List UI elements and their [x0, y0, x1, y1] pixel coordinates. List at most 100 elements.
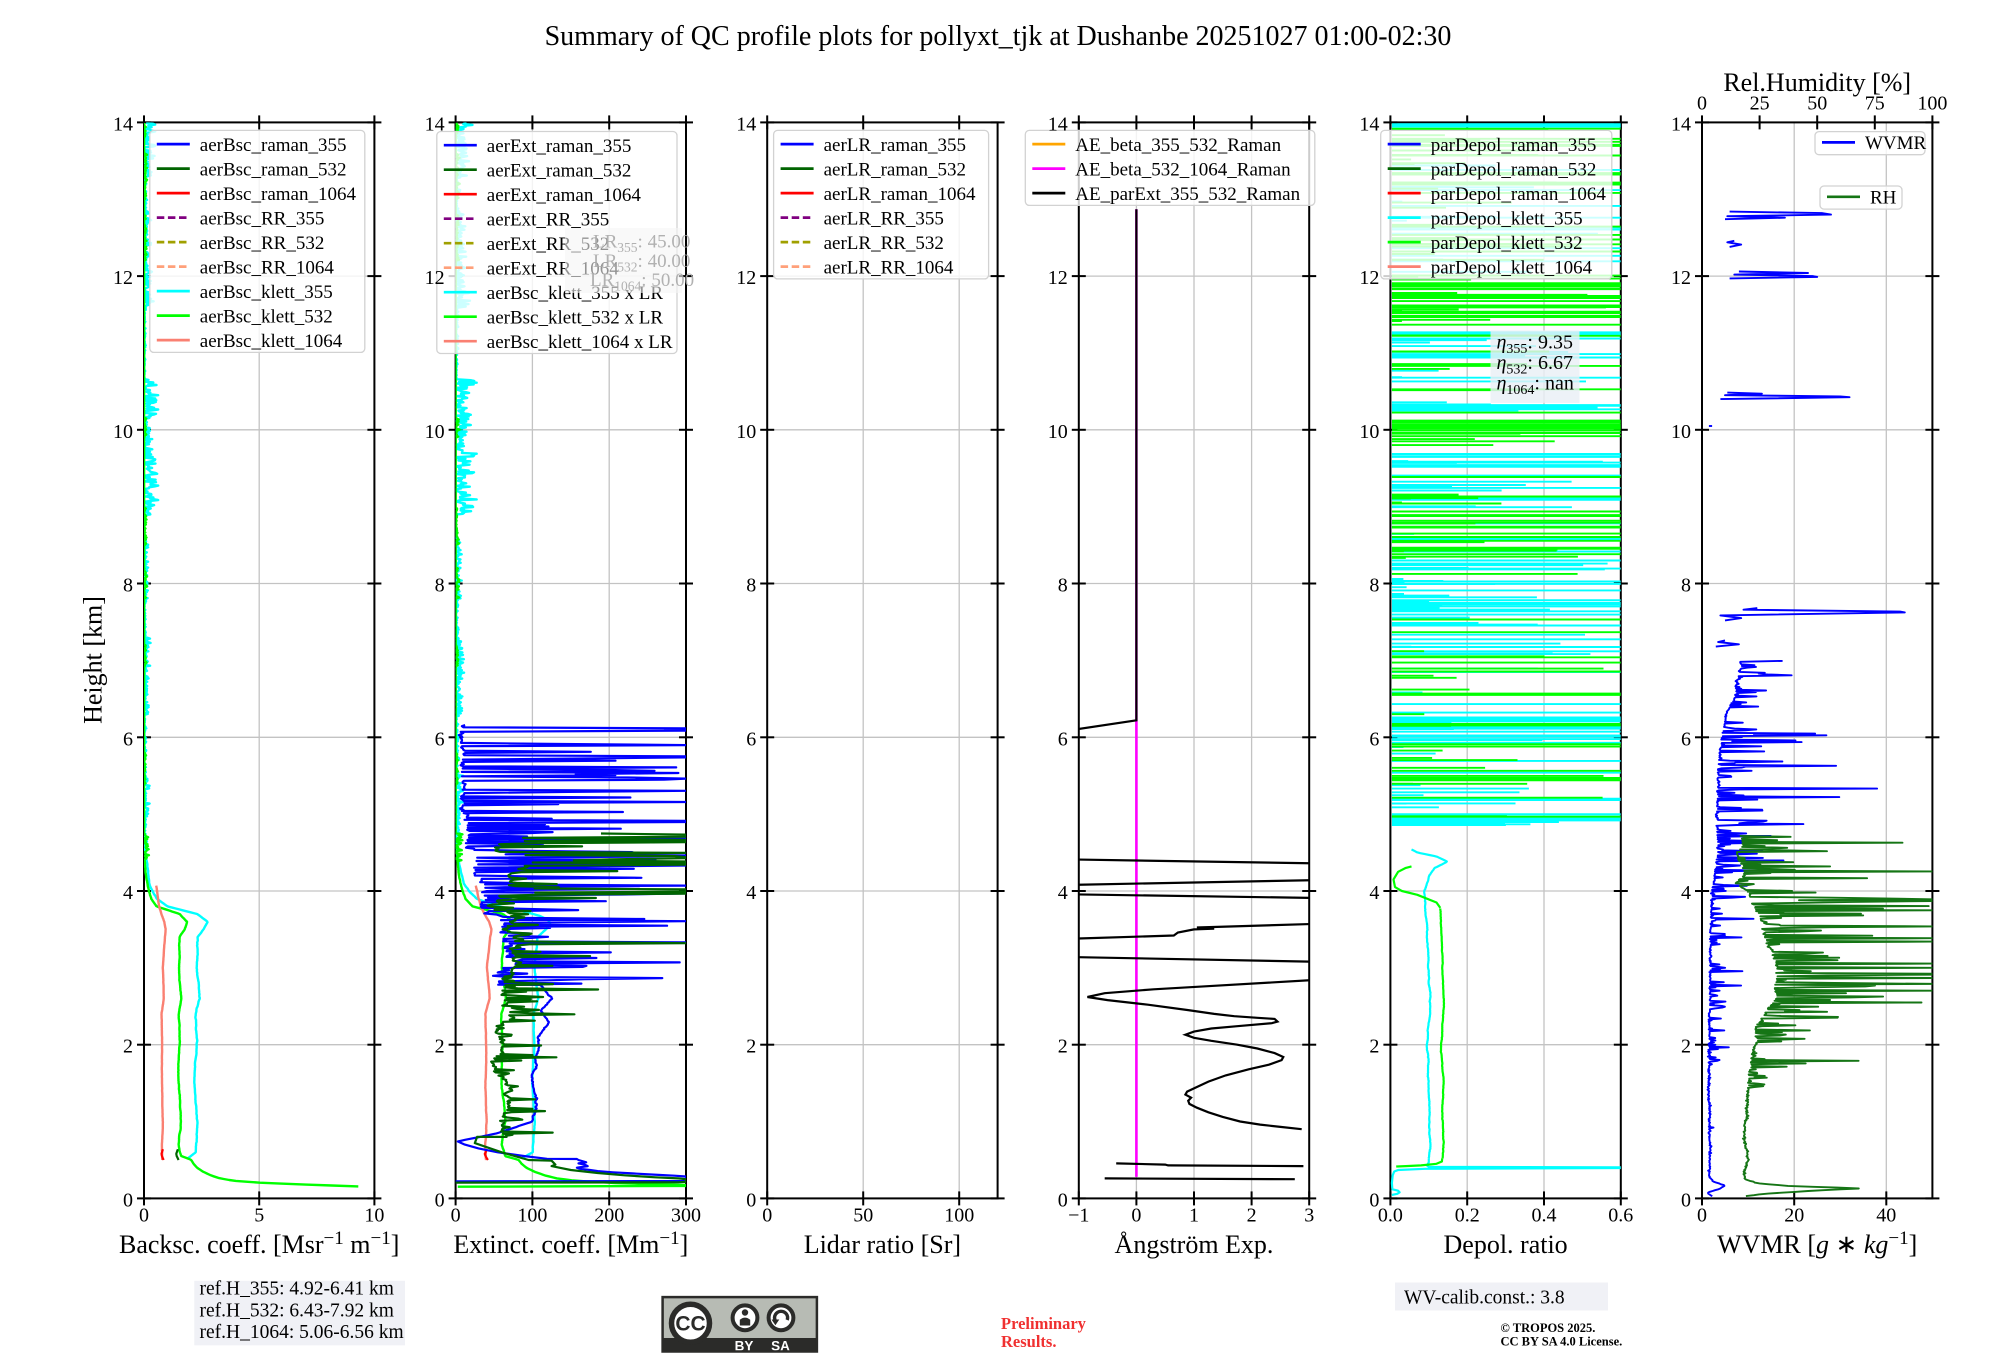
svg-text:100: 100	[517, 1205, 547, 1227]
svg-text:6: 6	[435, 728, 445, 750]
svg-text:parDepol_klett_532: parDepol_klett_532	[1431, 233, 1583, 254]
svg-text:Extinct. coeff. [Mm−1]: Extinct. coeff. [Mm−1]	[453, 1228, 688, 1259]
svg-text:Backsc. coeff. [Msr−1 m−1]: Backsc. coeff. [Msr−1 m−1]	[119, 1228, 399, 1259]
svg-text:parDepol_klett_355: parDepol_klett_355	[1431, 208, 1583, 229]
svg-text:14: 14	[113, 113, 133, 135]
svg-text:2: 2	[1247, 1205, 1257, 1227]
svg-text:Depol. ratio: Depol. ratio	[1444, 1230, 1568, 1259]
svg-text:14: 14	[425, 113, 445, 135]
svg-text:6: 6	[746, 728, 756, 750]
svg-text:aerBsc_RR_1064: aerBsc_RR_1064	[200, 257, 335, 278]
svg-text:300: 300	[671, 1205, 701, 1227]
svg-text:Lidar ratio [Sr]: Lidar ratio [Sr]	[804, 1230, 961, 1259]
svg-text:0: 0	[451, 1205, 461, 1227]
svg-text:Results.: Results.	[1001, 1332, 1056, 1351]
svg-text:aerLR_RR_532: aerLR_RR_532	[824, 233, 944, 254]
svg-text:50: 50	[1807, 93, 1827, 115]
svg-text:0: 0	[1681, 1189, 1691, 1211]
svg-text:12: 12	[113, 267, 133, 289]
svg-text:14: 14	[1671, 113, 1691, 135]
svg-text:14: 14	[1359, 113, 1379, 135]
svg-text:parDepol_raman_1064: parDepol_raman_1064	[1431, 184, 1607, 205]
svg-text:aerLR_raman_355: aerLR_raman_355	[824, 135, 966, 156]
svg-text:aerBsc_RR_355: aerBsc_RR_355	[200, 208, 325, 229]
svg-text:ref.H_355: 4.92-6.41 km: ref.H_355: 4.92-6.41 km	[200, 1279, 394, 1300]
svg-text:LR1064: 50.00: LR1064: 50.00	[590, 270, 694, 294]
svg-text:aerBsc_klett_1064: aerBsc_klett_1064	[200, 331, 343, 352]
svg-text:10: 10	[364, 1205, 384, 1227]
svg-text:10: 10	[1671, 421, 1691, 443]
svg-text:10: 10	[1359, 421, 1379, 443]
svg-text:10: 10	[113, 421, 133, 443]
svg-text:aerExt_raman_355: aerExt_raman_355	[487, 136, 632, 157]
svg-text:8: 8	[435, 575, 445, 597]
svg-text:BY: BY	[735, 1338, 754, 1353]
svg-text:0: 0	[1058, 1189, 1068, 1211]
svg-text:2: 2	[123, 1036, 133, 1058]
svg-text:AE_parExt_355_532_Raman: AE_parExt_355_532_Raman	[1075, 184, 1300, 205]
svg-text:12: 12	[1048, 267, 1068, 289]
svg-text:0.0: 0.0	[1378, 1205, 1403, 1227]
svg-text:0.6: 0.6	[1608, 1205, 1633, 1227]
svg-text:5: 5	[254, 1205, 264, 1227]
svg-text:aerBsc_klett_1064 x LR: aerBsc_klett_1064 x LR	[487, 332, 673, 353]
svg-text:0: 0	[435, 1189, 445, 1211]
svg-text:20: 20	[1784, 1205, 1804, 1227]
svg-text:ref.H_1064: 5.06-6.56 km: ref.H_1064: 5.06-6.56 km	[200, 1322, 404, 1343]
svg-text:12: 12	[736, 267, 756, 289]
svg-text:AE_beta_355_532_Raman: AE_beta_355_532_Raman	[1075, 135, 1281, 156]
svg-text:aerExt_raman_532: aerExt_raman_532	[487, 161, 632, 182]
svg-text:8: 8	[1681, 575, 1691, 597]
svg-text:Summary of QC profile plots fo: Summary of QC profile plots for pollyxt_…	[545, 21, 1452, 52]
svg-text:12: 12	[1671, 267, 1691, 289]
svg-text:parDepol_klett_1064: parDepol_klett_1064	[1431, 257, 1593, 278]
svg-text:aerLR_raman_1064: aerLR_raman_1064	[824, 184, 976, 205]
svg-text:aerBsc_klett_355: aerBsc_klett_355	[200, 282, 333, 303]
svg-text:2: 2	[1058, 1036, 1068, 1058]
svg-text:100: 100	[1917, 93, 1947, 115]
svg-text:4: 4	[1681, 882, 1691, 904]
svg-text:AE_beta_532_1064_Raman: AE_beta_532_1064_Raman	[1075, 159, 1291, 180]
svg-text:1: 1	[1189, 1205, 1199, 1227]
svg-text:6: 6	[123, 728, 133, 750]
svg-text:CC: CC	[675, 1313, 705, 1336]
svg-text:CC BY SA 4.0 License.: CC BY SA 4.0 License.	[1501, 1335, 1623, 1349]
svg-text:0: 0	[123, 1189, 133, 1211]
svg-text:4: 4	[746, 882, 756, 904]
svg-text:© TROPOS 2025.: © TROPOS 2025.	[1501, 1321, 1596, 1335]
svg-text:2: 2	[746, 1036, 756, 1058]
svg-text:200: 200	[594, 1205, 624, 1227]
svg-text:0.2: 0.2	[1455, 1205, 1480, 1227]
svg-text:RH: RH	[1870, 188, 1897, 209]
svg-text:0: 0	[746, 1189, 756, 1211]
svg-text:40: 40	[1876, 1205, 1896, 1227]
svg-text:aerBsc_raman_532: aerBsc_raman_532	[200, 159, 347, 180]
svg-text:4: 4	[1058, 882, 1068, 904]
svg-text:0: 0	[139, 1205, 149, 1227]
svg-text:aerExt_raman_1064: aerExt_raman_1064	[487, 185, 642, 206]
svg-text:aerBsc_RR_532: aerBsc_RR_532	[200, 233, 325, 254]
svg-text:0.4: 0.4	[1532, 1205, 1557, 1227]
svg-text:10: 10	[1048, 421, 1068, 443]
svg-text:2: 2	[1681, 1036, 1691, 1058]
svg-text:2: 2	[435, 1036, 445, 1058]
svg-text:0: 0	[1369, 1189, 1379, 1211]
svg-text:0: 0	[1131, 1205, 1141, 1227]
svg-text:6: 6	[1058, 728, 1068, 750]
svg-text:η1064: nan: η1064: nan	[1497, 373, 1574, 399]
svg-text:12: 12	[425, 267, 445, 289]
svg-text:4: 4	[1369, 882, 1379, 904]
svg-text:WVMR [g ∗ kg−1]: WVMR [g ∗ kg−1]	[1717, 1228, 1917, 1259]
svg-text:8: 8	[123, 575, 133, 597]
svg-text:−1: −1	[1068, 1205, 1089, 1227]
svg-text:WVMR: WVMR	[1865, 133, 1927, 154]
svg-text:SA: SA	[771, 1338, 790, 1353]
svg-text:100: 100	[944, 1205, 974, 1227]
svg-text:aerExt_RR_355: aerExt_RR_355	[487, 210, 609, 231]
svg-text:6: 6	[1681, 728, 1691, 750]
svg-text:3: 3	[1304, 1205, 1314, 1227]
svg-text:25: 25	[1750, 93, 1770, 115]
svg-text:Rel.Humidity [%]: Rel.Humidity [%]	[1723, 68, 1911, 97]
svg-text:aerBsc_klett_532 x LR: aerBsc_klett_532 x LR	[487, 308, 664, 329]
svg-text:4: 4	[435, 882, 445, 904]
